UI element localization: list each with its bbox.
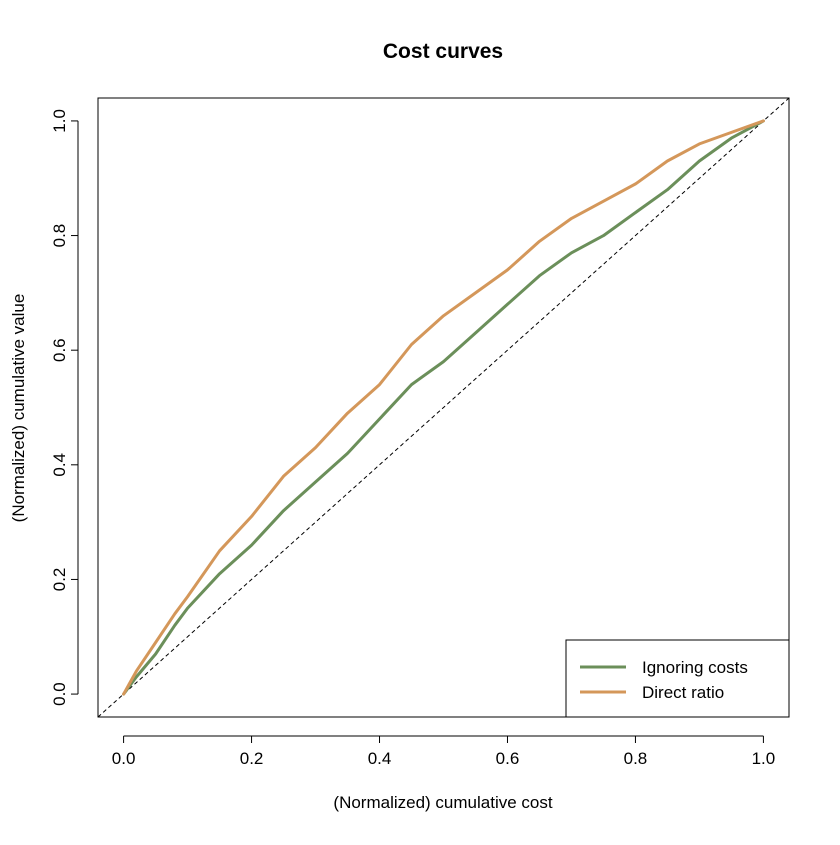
y-tick-label: 0.4 <box>50 453 69 477</box>
series-line-ignoring-costs <box>122 119 765 696</box>
legend-box <box>565 639 790 718</box>
y-tick-label: 0.2 <box>50 568 69 592</box>
y-tick-label: 0.0 <box>50 682 69 706</box>
x-tick-label: 0.2 <box>240 749 264 768</box>
x-tick-label: 0.0 <box>112 749 136 768</box>
y-tick-label: 0.8 <box>50 224 69 248</box>
y-tick-label: 0.6 <box>50 338 69 362</box>
y-tick-label: 1.0 <box>50 109 69 133</box>
legend-label-direct-ratio: Direct ratio <box>642 683 724 702</box>
plot-frame <box>97 97 790 718</box>
series-line-direct-ratio <box>122 119 765 696</box>
legend: Ignoring costs Direct ratio <box>565 639 790 718</box>
axis-layer: 0.0 0.2 0.4 0.6 0.8 1.0 0.0 0.2 0.4 0.6 0.8 1.0 <box>50 109 775 768</box>
reference-diagonal-line <box>97 97 790 718</box>
legend-label-ignoring-costs: Ignoring costs <box>642 658 748 677</box>
x-tick-label: 1.0 <box>752 749 776 768</box>
series-layer <box>122 119 765 696</box>
chart-title: Cost curves <box>383 40 503 63</box>
x-tick-label: 0.6 <box>496 749 520 768</box>
x-tick-label: 0.4 <box>368 749 392 768</box>
reference-layer <box>97 97 790 718</box>
y-axis-label: (Normalized) cumulative value <box>9 294 28 523</box>
x-tick-label: 0.8 <box>624 749 648 768</box>
x-axis-label: (Normalized) cumulative cost <box>333 793 552 812</box>
